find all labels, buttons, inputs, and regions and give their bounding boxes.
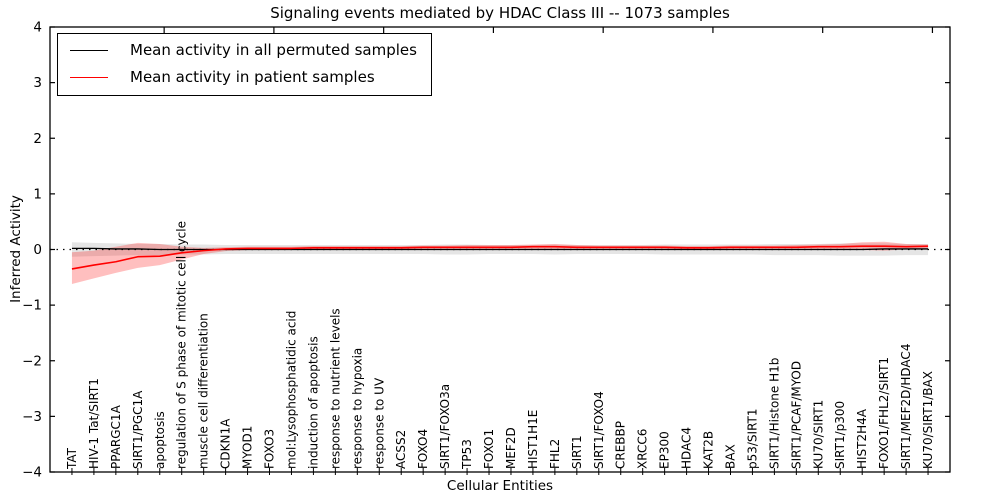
x-axis-label: Cellular Entities	[446, 478, 554, 494]
x-tick-label: SIRT1/Histone H1b	[767, 358, 781, 469]
y-tick-label: 4	[33, 20, 42, 36]
y-tick-label: −1	[22, 298, 42, 314]
x-tick-label: apoptosis	[153, 411, 167, 469]
x-tick-label: HIV-1 Tat/SIRT1	[87, 378, 101, 469]
x-tick-label: FOXO1	[482, 429, 496, 469]
legend-item-label: Mean activity in all permuted samples	[130, 41, 417, 59]
x-tick-label: FOXO3	[263, 429, 277, 469]
x-tick-label: response to hypoxia	[350, 348, 364, 469]
x-tick-label: KU70/SIRT1	[811, 400, 825, 469]
x-tick-label: CDKN1A	[219, 418, 233, 469]
x-tick-label: SIRT1/PCAF/MYOD	[789, 361, 803, 469]
y-tick-label: 0	[33, 242, 42, 258]
x-tick-label: SIRT1/MEF2D/HDAC4	[899, 344, 913, 469]
x-tick-label: FOXO1/FHL2/SIRT1	[877, 357, 891, 469]
x-tick-label: regulation of S phase of mitotic cell cy…	[175, 221, 189, 469]
x-tick-label: SIRT1/p300	[833, 401, 847, 469]
legend-item-patient: Mean activity in patient samples	[70, 68, 417, 86]
y-tick-label: −4	[22, 465, 42, 481]
y-tick-label: −2	[22, 353, 42, 369]
x-tick-label: KU70/SIRT1/BAX	[921, 371, 935, 469]
x-tick-label: muscle cell differentiation	[197, 313, 211, 469]
x-tick-label: CREBBP	[614, 421, 628, 469]
x-tick-label: HIST1H1E	[526, 410, 540, 469]
y-tick-label: −3	[22, 409, 42, 425]
permuted-line-sample-icon	[70, 49, 108, 51]
x-tick-label: mol:Lysophosphatidic acid	[284, 311, 298, 469]
y-tick-label: 2	[33, 131, 42, 147]
y-tick-label: 1	[33, 186, 42, 202]
y-axis-label: Inferred Activity	[8, 195, 24, 303]
x-tick-label: induction of apoptosis	[306, 336, 320, 469]
x-tick-label: TP53	[460, 439, 474, 470]
y-tick-label: 3	[33, 75, 42, 91]
legend-item-label: Mean activity in patient samples	[130, 68, 375, 86]
chart-title: Signaling events mediated by HDAC Class …	[270, 4, 730, 22]
x-tick-label: SIRT1/FOXO3a	[438, 384, 452, 469]
x-tick-label: p53/SIRT1	[745, 408, 759, 469]
x-tick-label: response to nutrient levels	[328, 308, 342, 469]
x-tick-label: EP300	[658, 431, 672, 469]
x-tick-label: MYOD1	[241, 426, 255, 469]
x-tick-label: TAT	[65, 447, 79, 470]
legend-item-permuted: Mean activity in all permuted samples	[70, 41, 417, 59]
legend: Mean activity in all permuted samples Me…	[57, 33, 432, 96]
x-tick-label: MEF2D	[504, 427, 518, 469]
x-tick-label: HDAC4	[680, 427, 694, 469]
x-tick-label: KAT2B	[702, 431, 716, 469]
patient-mean-line	[71, 245, 929, 270]
x-tick-label: XRCC6	[636, 429, 650, 469]
x-tick-label: FOXO4	[416, 429, 430, 469]
patient-line-sample-icon	[70, 76, 108, 78]
x-tick-label: ACSS2	[394, 430, 408, 469]
x-tick-label: SIRT1	[570, 435, 584, 469]
x-tick-label: BAX	[723, 444, 737, 469]
x-tick-label: HIST2H4A	[855, 408, 869, 469]
x-tick-label: SIRT1/PGC1A	[131, 390, 145, 469]
x-tick-label: PPARGC1A	[109, 404, 123, 469]
x-tick-label: FHL2	[548, 439, 562, 469]
x-tick-label: SIRT1/FOXO4	[592, 391, 606, 469]
x-tick-label: response to UV	[372, 377, 386, 469]
